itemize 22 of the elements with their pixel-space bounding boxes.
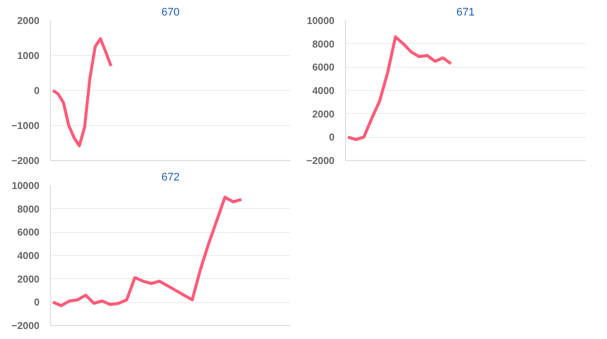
y-tick-label: 2000 xyxy=(17,274,40,286)
y-tick-label: 10000 xyxy=(306,16,335,27)
chart-title: 670 xyxy=(161,6,180,18)
y-tick-label: 2000 xyxy=(312,109,335,120)
y-tick-label: 2000 xyxy=(17,16,40,27)
y-tick-label: 4000 xyxy=(312,86,335,97)
y-tick-label: −2000 xyxy=(11,156,40,167)
y-tick-label: 8000 xyxy=(17,204,40,216)
y-tick-label: 0 xyxy=(34,86,40,97)
y-tick-label: 6000 xyxy=(17,228,40,239)
y-tick-label: 6000 xyxy=(312,62,335,74)
y-tick-label: 0 xyxy=(34,298,40,309)
y-tick-label: −1000 xyxy=(11,121,40,132)
y-tick-label: −2000 xyxy=(306,156,335,167)
y-tick-label: −2000 xyxy=(11,321,40,332)
y-tick-label: 8000 xyxy=(312,39,335,50)
y-tick-label: 4000 xyxy=(17,251,40,262)
y-tick-label: 10000 xyxy=(12,181,40,192)
chart-title: 671 xyxy=(456,6,475,18)
y-tick-label: 0 xyxy=(328,132,335,144)
y-tick-label: 1000 xyxy=(17,51,40,62)
chart-title: 672 xyxy=(161,172,180,184)
